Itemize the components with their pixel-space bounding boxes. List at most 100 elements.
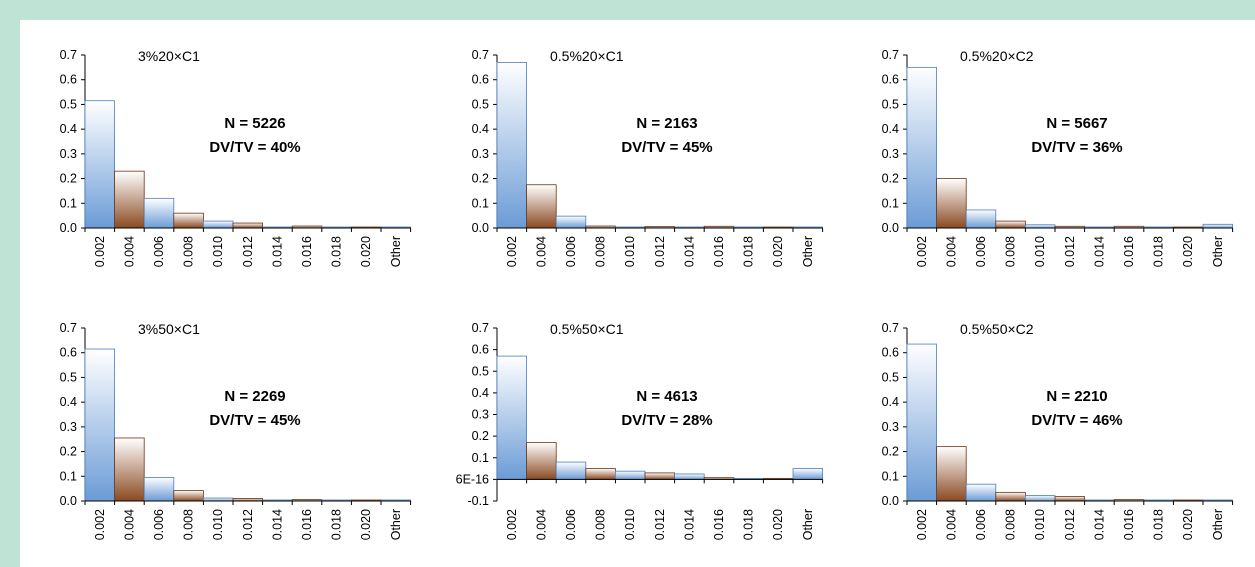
x-tick-label: 0.014 xyxy=(682,509,696,540)
y-tick-label: 0.1 xyxy=(60,469,77,483)
y-tick-label: 0.0 xyxy=(882,494,899,508)
x-tick-label: 0.008 xyxy=(594,236,608,267)
bar-0.002 xyxy=(496,355,528,480)
y-tick-label: 0.5 xyxy=(882,97,899,111)
bar-0.008 xyxy=(173,212,204,229)
x-tick-label: 0.016 xyxy=(1122,236,1136,267)
x-tick-label: 0.020 xyxy=(1181,236,1195,267)
x-tick-label: 0.018 xyxy=(742,236,756,267)
y-tick-label: 0.1 xyxy=(472,451,489,465)
x-tick-label: 0.008 xyxy=(1004,509,1018,540)
x-tick-label: 0.010 xyxy=(1033,236,1047,267)
x-tick-label: 0.020 xyxy=(1181,509,1195,540)
bar-0.008 xyxy=(585,468,616,480)
bar-0.008 xyxy=(173,490,204,502)
x-tick-label: 0.008 xyxy=(594,509,608,540)
bar-0.006 xyxy=(143,477,175,502)
bar-0.008 xyxy=(995,491,1026,502)
y-tick-label: 0.5 xyxy=(60,370,77,384)
histogram-6: 0.0 0.1 0.2 0.3 0.4 0.5 0.6 0.7 0.002 0.004 0.006 0… xyxy=(882,321,1234,540)
y-tick-label: 0.0 xyxy=(882,221,899,235)
y-tick-label: 0.4 xyxy=(882,122,899,136)
x-tick-label: 0.012 xyxy=(1063,236,1077,267)
panel-title: 0.5%20×C2 xyxy=(960,48,1034,64)
x-tick-label: 0.014 xyxy=(270,509,284,540)
bar-0.004 xyxy=(114,170,145,229)
bar-Other xyxy=(1202,223,1234,229)
x-tick-label: Other xyxy=(1211,236,1225,267)
y-tick-label: 0.4 xyxy=(472,122,489,136)
y-tick-label: 0.1 xyxy=(472,196,489,210)
y-tick-label: -0.1 xyxy=(467,494,489,508)
histogram-grid: 0.0 0.1 0.2 0.3 0.4 0.5 0.6 0.7 0.002 0.004 0.006 0… xyxy=(60,48,1234,540)
x-tick-label: Other xyxy=(389,509,403,540)
x-tick-label: 0.010 xyxy=(211,236,225,267)
x-tick-label: 0.002 xyxy=(915,509,929,540)
n-label: N = 4613 xyxy=(636,388,697,405)
bar-0.008 xyxy=(995,220,1026,229)
y-tick-label: 0.0 xyxy=(60,494,77,508)
y-tick-label: 0.6 xyxy=(882,73,899,87)
x-tick-label: 0.016 xyxy=(1122,509,1136,540)
y-tick-label: 0.6 xyxy=(472,73,489,87)
x-tick-label: 0.006 xyxy=(974,509,988,540)
x-tick-label: Other xyxy=(389,236,403,267)
bar-0.004 xyxy=(114,437,145,502)
x-tick-label: 0.010 xyxy=(623,509,637,540)
n-label: N = 5667 xyxy=(1046,115,1107,132)
dv-tv-label: DV/TV = 45% xyxy=(209,412,300,429)
x-tick-label: 0.004 xyxy=(534,236,548,267)
x-tick-label: 0.018 xyxy=(1152,509,1166,540)
histogram-4: 0.0 0.1 0.2 0.3 0.4 0.5 0.6 0.7 0.002 0.004 0.006 0… xyxy=(60,321,412,540)
figure-panel: 0.0 0.1 0.2 0.3 0.4 0.5 0.6 0.7 0.002 0.004 0.006 0… xyxy=(20,20,1255,567)
y-tick-label: 0.1 xyxy=(882,196,899,210)
panel-title: 0.5%20×C1 xyxy=(550,48,624,64)
y-tick-label: 6E-16 xyxy=(456,472,489,486)
y-tick-label: 0.7 xyxy=(882,321,899,335)
y-tick-label: 0.5 xyxy=(882,370,899,384)
x-tick-label: 0.006 xyxy=(152,509,166,540)
y-tick-label: 0.7 xyxy=(60,48,77,62)
x-tick-label: Other xyxy=(801,509,815,540)
bar-0.002 xyxy=(906,343,938,502)
x-tick-label: 0.006 xyxy=(564,236,578,267)
n-label: N = 2163 xyxy=(636,115,697,132)
n-label: N = 2210 xyxy=(1046,388,1107,405)
bar-0.010 xyxy=(202,220,234,229)
x-tick-label: 0.002 xyxy=(93,236,107,267)
x-tick-label: 0.004 xyxy=(122,509,136,540)
bar-0.010 xyxy=(615,470,646,480)
x-tick-label: 0.012 xyxy=(241,509,255,540)
y-tick-label: 0.6 xyxy=(60,346,77,360)
y-tick-label: 0.5 xyxy=(472,364,489,378)
y-tick-label: 0.1 xyxy=(882,469,899,483)
y-tick-label: 0.2 xyxy=(472,429,489,443)
x-tick-label: 0.004 xyxy=(944,236,958,267)
y-tick-label: 0.6 xyxy=(882,346,899,360)
x-tick-label: 0.010 xyxy=(1033,509,1047,540)
x-tick-label: 0.008 xyxy=(182,236,196,267)
panel-title: 0.5%50×C1 xyxy=(550,321,624,337)
x-tick-label: 0.006 xyxy=(152,236,166,267)
y-tick-label: 0.2 xyxy=(882,172,899,186)
x-tick-label: 0.016 xyxy=(300,236,314,267)
bar-0.004 xyxy=(526,184,557,229)
y-tick-label: 0.3 xyxy=(882,420,899,434)
y-tick-label: 0.5 xyxy=(472,97,489,111)
y-tick-label: 0.3 xyxy=(472,147,489,161)
y-tick-label: 0.6 xyxy=(60,73,77,87)
x-tick-label: 0.004 xyxy=(122,236,136,267)
x-tick-label: 0.014 xyxy=(1092,236,1106,267)
x-tick-label: 0.008 xyxy=(182,509,196,540)
y-tick-label: 0.7 xyxy=(60,321,77,335)
bar-0.002 xyxy=(84,100,116,229)
y-tick-label: 0.4 xyxy=(882,395,899,409)
y-tick-label: 0.3 xyxy=(60,147,77,161)
x-tick-label: 0.004 xyxy=(534,509,548,540)
n-label: N = 2269 xyxy=(224,388,285,405)
y-tick-label: 0.2 xyxy=(60,445,77,459)
bar-0.004 xyxy=(526,442,557,480)
bar-0.002 xyxy=(84,348,116,502)
dv-tv-label: DV/TV = 36% xyxy=(1031,139,1122,156)
x-tick-label: Other xyxy=(1211,509,1225,540)
